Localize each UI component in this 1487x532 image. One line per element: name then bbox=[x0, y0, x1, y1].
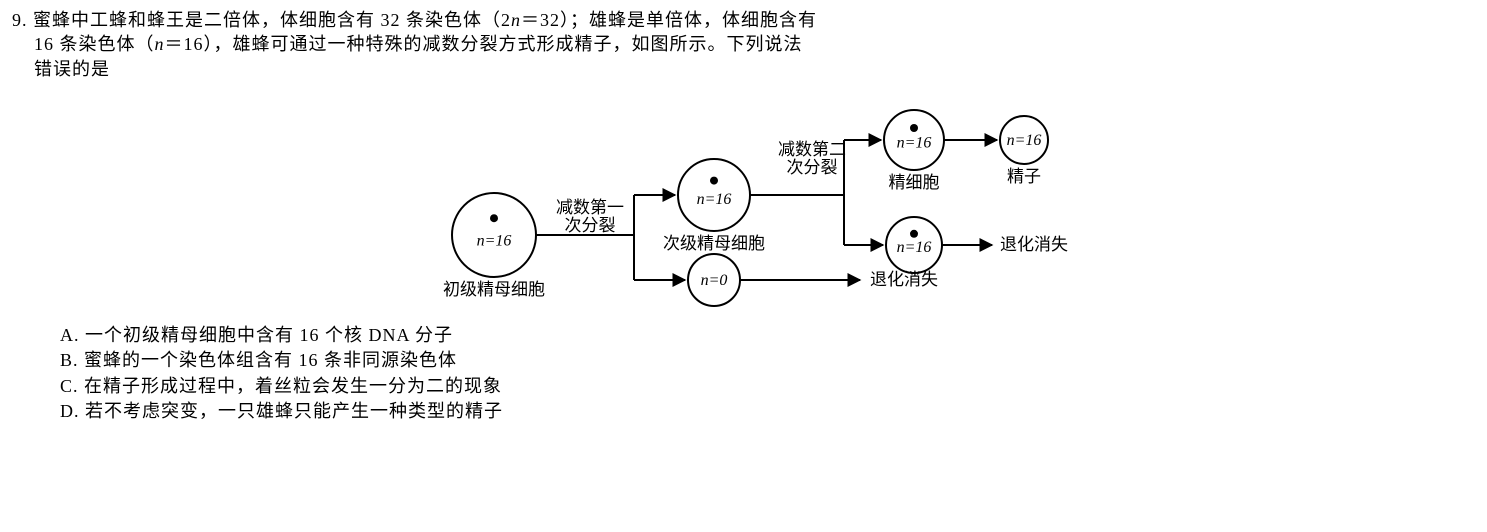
stem-part2a: 16 条染色体（ bbox=[34, 34, 155, 54]
question-number: 9. bbox=[12, 10, 28, 30]
stem-part2b: ＝16），雄蜂可通过一种特殊的减数分裂方式形成精子，如图所示。下列说法 bbox=[165, 34, 803, 54]
svg-text:减数第二: 减数第二 bbox=[778, 140, 846, 159]
stem-n2: n bbox=[155, 34, 165, 54]
stem-n1: n bbox=[511, 10, 521, 30]
svg-text:n=16: n=16 bbox=[896, 239, 931, 256]
option-b: B. 蜜蜂的一个染色体组含有 16 条非同源染色体 bbox=[60, 348, 1475, 372]
svg-text:次分裂: 次分裂 bbox=[564, 216, 615, 235]
svg-text:n=16: n=16 bbox=[1006, 132, 1041, 149]
svg-text:退化消失: 退化消失 bbox=[1000, 235, 1068, 254]
question-stem: 9. 蜜蜂中工蜂和蜂王是二倍体，体细胞含有 32 条染色体（2n＝32）；雄蜂是… bbox=[12, 8, 1475, 81]
svg-text:减数第一: 减数第一 bbox=[556, 198, 624, 217]
svg-text:初级精母细胞: 初级精母细胞 bbox=[443, 280, 545, 299]
svg-text:n=0: n=0 bbox=[700, 272, 727, 289]
svg-text:n=16: n=16 bbox=[476, 232, 511, 249]
option-a: A. 一个初级精母细胞中含有 16 个核 DNA 分子 bbox=[60, 323, 1475, 347]
svg-text:n=16: n=16 bbox=[896, 134, 931, 151]
meiosis-diagram: n=16 初级精母细胞 n=16 次级精母细胞 n=0 n=16 精细胞 n=16 n=16 精子… bbox=[384, 85, 1104, 315]
option-c: C. 在精子形成过程中，着丝粒会发生一分为二的现象 bbox=[60, 374, 1475, 398]
svg-text:精细胞: 精细胞 bbox=[888, 173, 939, 192]
stem-part1: 蜜蜂中工蜂和蜂王是二倍体，体细胞含有 32 条染色体（2 bbox=[33, 10, 511, 30]
svg-text:n=16: n=16 bbox=[696, 191, 731, 208]
diagram-container: n=16 初级精母细胞 n=16 次级精母细胞 n=0 n=16 精细胞 n=16 n=16 精子… bbox=[12, 85, 1475, 321]
stem-part1b: ＝32）；雄蜂是单倍体，体细胞含有 bbox=[521, 10, 817, 30]
svg-text:次级精母细胞: 次级精母细胞 bbox=[663, 234, 765, 253]
stem-part3: 错误的是 bbox=[34, 59, 110, 79]
option-d: D. 若不考虑突变，一只雄蜂只能产生一种类型的精子 bbox=[60, 399, 1475, 423]
svg-text:精子: 精子 bbox=[1007, 167, 1041, 186]
svg-text:退化消失: 退化消失 bbox=[870, 270, 938, 289]
svg-text:次分裂: 次分裂 bbox=[786, 158, 837, 177]
options-list: A. 一个初级精母细胞中含有 16 个核 DNA 分子 B. 蜜蜂的一个染色体组… bbox=[60, 323, 1475, 423]
